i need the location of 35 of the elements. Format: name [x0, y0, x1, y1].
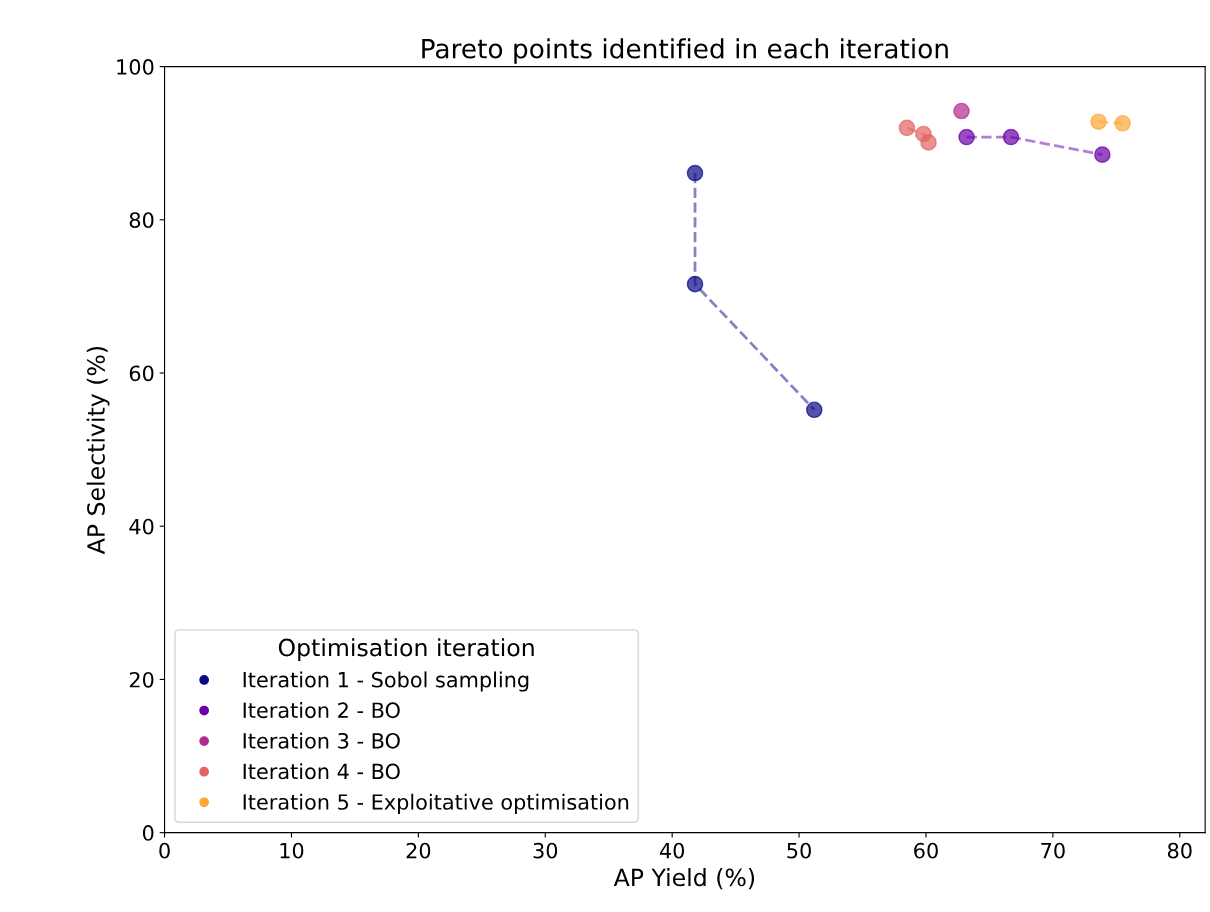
y-tick-label: 100	[117, 59, 154, 75]
x-axis-title: AP Yield (%)	[613, 868, 755, 890]
y-axis-title: AP Selectivity (%)	[86, 346, 110, 555]
point	[953, 102, 970, 120]
point	[1002, 128, 1020, 146]
x-tick-label: 20	[406, 842, 431, 859]
chart-title: Pareto points identified in each iteration	[422, 38, 948, 64]
point	[805, 401, 823, 419]
legend-title: Optimisation iteration	[278, 638, 534, 662]
point	[898, 119, 916, 137]
y-tick-label: 0	[142, 825, 154, 841]
x-tick-label: 80	[1167, 842, 1192, 859]
point	[958, 128, 975, 146]
x-tick-label: 30	[533, 842, 558, 859]
point	[920, 134, 937, 151]
x-tick-label: 60	[914, 842, 938, 859]
point	[686, 275, 704, 293]
y-tick-label: 60	[129, 365, 154, 382]
legend-label: Iteration 4 - BO	[243, 763, 400, 780]
legend-label: Iteration 1 - Sobol sampling	[243, 671, 529, 692]
y-tick-label: 20	[129, 671, 154, 688]
legend-label: Iteration 3 - BO	[243, 732, 400, 749]
legend-label: Iteration 2 - BO	[243, 702, 400, 719]
x-tick-label: 10	[280, 842, 304, 859]
point	[1090, 113, 1107, 131]
point	[686, 164, 704, 182]
legend-label: Iteration 5 - Exploitative optimisation	[243, 793, 629, 814]
x-tick-label: 40	[659, 842, 685, 859]
x-tick-label: 0	[159, 842, 170, 859]
point	[1114, 114, 1131, 132]
x-tick-label: 50	[787, 842, 811, 859]
point	[1094, 146, 1111, 163]
y-tick-label: 40	[129, 518, 154, 535]
x-tick-label: 70	[1041, 842, 1065, 859]
y-tick-label: 80	[129, 212, 154, 228]
